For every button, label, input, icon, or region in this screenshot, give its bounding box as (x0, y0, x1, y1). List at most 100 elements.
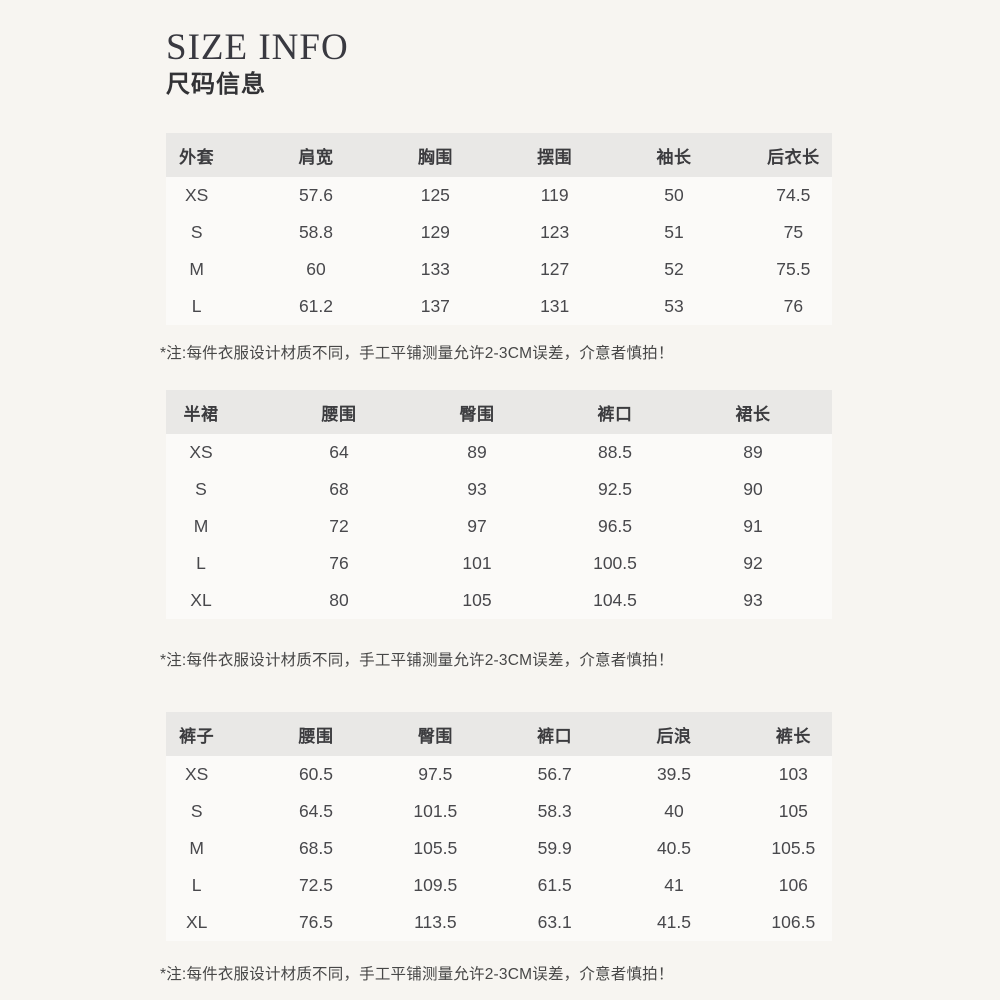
table-cell: 106.5 (771, 912, 816, 932)
table-cell: 56.7 (537, 764, 572, 784)
table-cell: 75.5 (776, 259, 811, 279)
size-label: S (195, 479, 207, 499)
size-label: XS (184, 764, 209, 784)
table-cell: 64 (329, 442, 349, 462)
table-header-row: 裤子 腰围 臀围 裤口 后浪 裤长 (137, 712, 853, 756)
table-cell: 90 (743, 479, 763, 499)
table-cell: 113.5 (414, 912, 457, 932)
size-label: XS (184, 185, 209, 205)
table-row: L 72.5 109.5 61.5 41 106 (137, 867, 853, 904)
table-cell: 104.5 (593, 590, 637, 610)
table-cell: 68 (329, 479, 349, 499)
table-cell: 131 (540, 296, 570, 316)
table-row: XL 76.5 113.5 63.1 41.5 106.5 (137, 904, 853, 941)
table-cell: 80 (329, 590, 349, 610)
table-row: M 72 97 96.5 91 (132, 508, 822, 545)
table-cell: 100.5 (593, 553, 637, 573)
table-header-row: 半裙 腰围 臀围 裤口 裙长 (132, 390, 822, 434)
table-row: XS 60.5 97.5 56.7 39.5 103 (137, 756, 853, 793)
table-cell: 91 (743, 516, 763, 536)
size-label: M (193, 516, 209, 536)
column-header: 臀围 (459, 404, 495, 424)
table-cell: 105 (462, 590, 492, 610)
size-table-skirt: 半裙 腰围 臀围 裤口 裙长 XS 64 89 88.5 89 S 68 93 92.5 90 M 72 97 96… (166, 390, 832, 619)
size-table-section-pants: 裤子 腰围 臀围 裤口 后浪 裤长 XS 60.5 97.5 56.7 39.5 103 S 64.5 10… (160, 712, 832, 986)
table-cell: 129 (420, 222, 450, 242)
size-table-section-skirt: 半裙 腰围 臀围 裤口 裙长 XS 64 89 88.5 89 S 68 93 92.5 90 M 72 97 96… (160, 390, 832, 672)
table-cell: 57.6 (298, 185, 334, 205)
size-table-outerwear: 外套 肩宽 胸围 摆围 袖长 后衣长 XS 57.6 125 119 50 74.5 S 58.8 129 1… (166, 133, 832, 325)
table-cell: 106 (778, 875, 808, 895)
table-cell: 52 (664, 259, 684, 279)
table-header-bar: 裤子 腰围 臀围 裤口 后浪 裤长 (166, 712, 832, 756)
table-header-bar: 外套 肩宽 胸围 摆围 袖长 后衣长 (166, 133, 832, 177)
table-row: L 61.2 137 131 53 76 (137, 288, 853, 325)
table-cell: 64.5 (298, 801, 334, 821)
table-body: XS 60.5 97.5 56.7 39.5 103 S 64.5 101.5 58.3 40 105… (166, 756, 832, 941)
table-cell: 68.5 (298, 838, 334, 858)
table-cell: 89 (743, 442, 763, 462)
size-label: S (190, 222, 203, 242)
table-cell: 97.5 (418, 764, 453, 784)
measurement-note: *注:每件衣服设计材质不同，手工平铺测量允许2-3CM误差，介意者慎拍！ (160, 345, 674, 362)
page-title-zh: 尺码信息 (166, 71, 266, 98)
table-row: L 76 101 100.5 92 (132, 545, 822, 582)
size-label: L (191, 296, 202, 316)
table-cell: 93 (743, 590, 763, 610)
column-header: 腰围 (298, 726, 334, 746)
table-cell: 119 (540, 185, 569, 205)
size-label: XL (185, 912, 208, 932)
table-cell: 60 (306, 259, 326, 279)
table-cell: 61.2 (298, 296, 334, 316)
column-header: 后衣长 (767, 147, 820, 167)
table-row: S 68 93 92.5 90 (132, 471, 822, 508)
size-label: L (196, 553, 206, 573)
table-cell: 89 (467, 442, 487, 462)
table-row: M 68.5 105.5 59.9 40.5 105.5 (137, 830, 853, 867)
column-header: 裤长 (775, 726, 811, 746)
table-cell: 76 (783, 296, 804, 316)
table-row: XL 80 105 104.5 93 (132, 582, 822, 619)
table-cell: 88.5 (597, 442, 633, 462)
table-cell: 137 (420, 296, 450, 316)
table-cell: 60.5 (298, 764, 334, 784)
table-cell: 72.5 (298, 875, 334, 895)
table-cell: 133 (420, 259, 450, 279)
column-header: 外套 (179, 147, 215, 167)
measurement-note: *注:每件衣服设计材质不同，手工平铺测量允许2-3CM误差，介意者慎拍！ (160, 966, 674, 983)
column-header: 摆围 (537, 147, 573, 167)
column-header: 裙长 (735, 404, 771, 424)
table-cell: 76 (329, 553, 349, 573)
column-header: 裤子 (179, 726, 215, 746)
table-cell: 92.5 (597, 479, 633, 499)
column-header: 臀围 (417, 726, 453, 746)
table-header-row: 外套 肩宽 胸围 摆围 袖长 后衣长 (137, 133, 853, 177)
measurement-note: *注:每件衣服设计材质不同，手工平铺测量允许2-3CM误差，介意者慎拍！ (160, 652, 674, 669)
table-cell: 76.5 (298, 912, 334, 932)
table-row: S 58.8 129 123 51 75 (137, 214, 853, 251)
table-cell: 59.9 (537, 838, 572, 858)
size-label: XL (190, 590, 212, 610)
table-cell: 58.8 (298, 222, 334, 242)
size-label: M (189, 838, 204, 858)
table-cell: 75 (783, 222, 804, 242)
table-body: XS 57.6 125 119 50 74.5 S 58.8 129 123 51 75 M 60 133 1… (166, 177, 832, 325)
table-cell: 103 (778, 764, 808, 784)
table-cell: 74.5 (776, 185, 811, 205)
size-label: S (190, 801, 203, 821)
size-label: L (191, 875, 202, 895)
column-header: 半裙 (183, 404, 219, 424)
table-cell: 53 (664, 296, 684, 316)
table-cell: 72 (329, 516, 349, 536)
table-cell: 39.5 (656, 764, 692, 784)
table-cell: 61.5 (537, 875, 572, 895)
table-row: XS 57.6 125 119 50 74.5 (137, 177, 853, 214)
table-cell: 105 (778, 801, 808, 821)
column-header: 胸围 (417, 147, 453, 167)
column-header: 袖长 (656, 147, 692, 167)
table-cell: 40 (664, 801, 684, 821)
size-table-section-outerwear: 外套 肩宽 胸围 摆围 袖长 后衣长 XS 57.6 125 119 50 74.5 S 58.8 129 1… (160, 133, 832, 365)
table-row: XS 64 89 88.5 89 (132, 434, 822, 471)
column-header: 裤口 (597, 404, 633, 424)
